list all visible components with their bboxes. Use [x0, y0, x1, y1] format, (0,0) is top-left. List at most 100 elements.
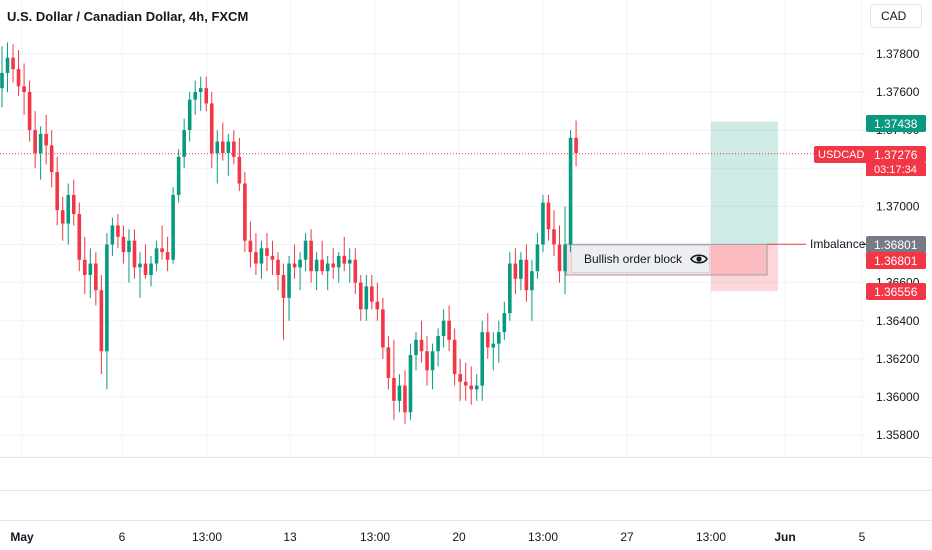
time-tick-label: 13:00 [360, 530, 390, 544]
candle-body [336, 255, 341, 268]
candle-body [392, 377, 396, 401]
candle-body [66, 194, 71, 224]
candle-body [105, 244, 109, 352]
candle-body [375, 301, 380, 310]
candle-body [535, 244, 540, 272]
candle-body [83, 259, 87, 275]
candle-body [353, 259, 358, 283]
candle-body [469, 385, 473, 390]
candle-body [474, 385, 479, 390]
candle-body [27, 92, 32, 131]
price-tick-label: 1.36000 [876, 390, 920, 404]
candle-body [49, 145, 54, 173]
candle-body [165, 252, 170, 260]
candle-body [38, 133, 43, 153]
candle-body [568, 137, 573, 245]
time-tick-label: May [10, 530, 34, 544]
candle-body [502, 313, 507, 333]
candle-body [254, 252, 258, 264]
candle-body [519, 259, 523, 279]
candle-body [5, 57, 10, 73]
time-tick-label: 13 [283, 530, 297, 544]
candle-body [259, 248, 264, 264]
candle-body [386, 347, 391, 378]
candle-body [314, 259, 319, 272]
candle-body [176, 156, 181, 195]
candle-body [347, 259, 352, 264]
symbol-badge: USDCAD [814, 146, 869, 163]
candle-body [132, 240, 137, 268]
candle-body [447, 320, 451, 340]
candle-body [11, 57, 15, 70]
candle-body [127, 240, 131, 253]
time-tick-label: 20 [452, 530, 466, 544]
candle-body [524, 259, 529, 291]
candle-body [425, 351, 429, 371]
candle-body [110, 225, 115, 245]
candle-body [430, 351, 435, 371]
candle-body [309, 240, 313, 272]
candle-body [359, 282, 363, 310]
order-block-text: Bullish order block [584, 252, 683, 266]
candle-body [198, 88, 203, 92]
candle-body [557, 244, 562, 272]
candle-body [292, 263, 297, 268]
candle-body [552, 229, 556, 245]
candle-body [94, 263, 98, 291]
candle-body [33, 130, 37, 153]
candle-body [138, 263, 142, 268]
candle-body [397, 385, 402, 401]
candle-body [88, 263, 93, 275]
candle-body [121, 236, 126, 253]
candle-body [370, 286, 374, 302]
candle-body [485, 332, 490, 348]
candle-body [55, 172, 59, 211]
candle-body [530, 271, 534, 291]
candle-body [419, 339, 424, 352]
price-tick-label: 1.37600 [876, 85, 920, 99]
candle-body [171, 194, 175, 260]
candle-body [77, 214, 82, 260]
candle-body [221, 141, 225, 153]
candle-body [265, 248, 269, 256]
candle-body [154, 248, 159, 264]
target-zone [711, 121, 778, 245]
candle-body [491, 343, 496, 348]
candle-body [408, 355, 413, 413]
target-price-tag: 1.37438 [866, 115, 926, 132]
chart-title: U.S. Dollar / Canadian Dollar, 4h, FXCM [7, 9, 249, 24]
candle-body [563, 244, 567, 272]
candle-body [508, 263, 512, 314]
candle-body [209, 103, 214, 153]
currency-button[interactable]: CAD [870, 4, 922, 28]
candle-body [546, 202, 551, 230]
time-tick-label: 6 [119, 530, 126, 544]
order-block-price-tag: 1.36801 [866, 252, 926, 269]
candle-body [574, 137, 578, 153]
candle-body [320, 259, 324, 272]
candle-body [364, 286, 369, 310]
imbalance-price-tag: 1.36801 [866, 236, 926, 253]
candle-body [541, 202, 545, 245]
price-tick-label: 1.35800 [876, 428, 920, 442]
candle-body [182, 130, 186, 157]
candle-body [325, 263, 330, 272]
candle-body [243, 183, 247, 241]
candle-body [276, 259, 280, 275]
candle-body [215, 141, 220, 153]
candle-body [480, 332, 485, 386]
candle-body [44, 133, 48, 146]
candle-countdown: 03:17:34 [866, 163, 926, 176]
candle-body [60, 210, 65, 224]
candle-body [149, 263, 153, 275]
eye-icon[interactable] [690, 253, 708, 265]
order-block-label[interactable]: Bullish order block [571, 245, 710, 273]
candle-body [441, 320, 446, 336]
price-tick-label: 1.37800 [876, 47, 920, 61]
stop-price-tag: 1.36556 [866, 283, 926, 300]
candle-body [16, 69, 21, 87]
time-tick-label: 13:00 [192, 530, 222, 544]
candle-body [303, 240, 308, 260]
imbalance-label: Imbalance [810, 237, 866, 251]
